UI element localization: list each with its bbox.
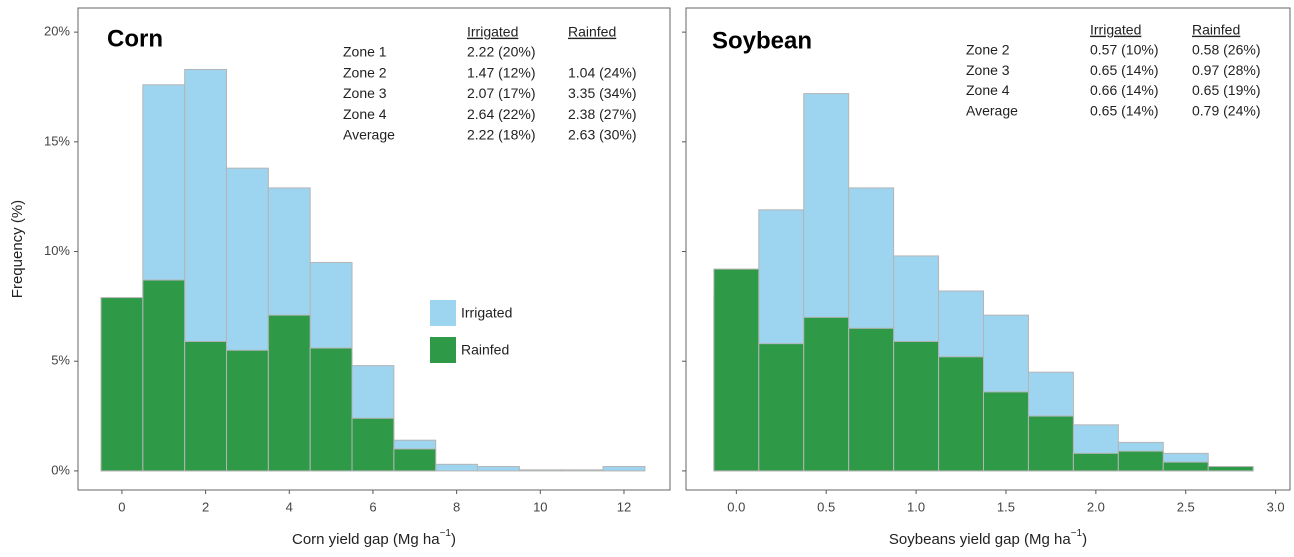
x-tick-label: 2.0 xyxy=(1087,499,1105,514)
x-tick-label: 1.5 xyxy=(997,499,1015,514)
bar xyxy=(1207,466,1254,472)
bar xyxy=(435,463,479,472)
bar xyxy=(351,417,395,472)
x-axis-title-sup: −1 xyxy=(1071,528,1083,539)
y-tick-label: 5% xyxy=(51,353,70,368)
table-cell: 2.22 (18%) xyxy=(467,127,535,143)
x-tick-label: 2.5 xyxy=(1177,499,1195,514)
plot-frame xyxy=(77,7,671,491)
table-cell: 1.47 (12%) xyxy=(467,64,535,80)
bar xyxy=(803,316,850,472)
table-cell: Zone 2 xyxy=(966,42,1010,58)
bar xyxy=(184,340,228,472)
bar xyxy=(100,297,144,472)
x-tick-label: 0.0 xyxy=(727,499,745,514)
table-cell: 3.35 (34%) xyxy=(568,85,636,101)
y-tick-label: 20% xyxy=(44,24,70,39)
table-cell: 0.58 (26%) xyxy=(1192,42,1260,58)
bar xyxy=(477,466,520,472)
table-cell: Zone 3 xyxy=(343,85,387,101)
table-header: Rainfed xyxy=(1192,22,1240,38)
bar xyxy=(758,343,805,472)
bar xyxy=(602,466,646,472)
bar xyxy=(518,469,562,472)
x-tick-label: 1.0 xyxy=(907,499,925,514)
table-cell: Zone 1 xyxy=(343,44,387,60)
bar xyxy=(226,349,269,472)
x-tick-label: 2 xyxy=(202,499,209,514)
x-axis-title: Soybeans yield gap (Mg ha−1) xyxy=(889,528,1087,548)
table-cell: Zone 3 xyxy=(966,62,1010,78)
table-cell: 2.63 (30%) xyxy=(568,127,636,143)
x-tick-label: 6 xyxy=(369,499,376,514)
bar xyxy=(848,327,895,472)
bar xyxy=(393,448,437,472)
table-header: Irrigated xyxy=(467,24,518,40)
bar xyxy=(713,268,760,472)
bar xyxy=(938,356,985,472)
panel-title: Corn xyxy=(107,25,163,52)
x-axis-title-sup: −1 xyxy=(440,528,452,539)
y-axis-title: Frequency (%) xyxy=(9,200,26,298)
table-cell: 0.65 (19%) xyxy=(1192,82,1260,98)
x-axis-title-text: Soybeans yield gap (Mg ha xyxy=(889,531,1071,548)
table-header: Irrigated xyxy=(1090,22,1141,38)
x-tick-label: 3.0 xyxy=(1267,499,1285,514)
table-cell: Zone 4 xyxy=(343,106,387,122)
legend-swatch xyxy=(430,300,456,326)
legend-label: Irrigated xyxy=(461,305,512,321)
x-axis-title-close: ) xyxy=(1082,531,1087,548)
panel-title: Soybean xyxy=(712,27,812,54)
table-cell: 2.64 (22%) xyxy=(467,106,535,122)
bar xyxy=(142,279,186,472)
table-cell: 2.38 (27%) xyxy=(568,106,636,122)
table-cell: Zone 2 xyxy=(343,64,387,80)
table-cell: Zone 4 xyxy=(966,82,1010,98)
table-cell: 0.57 (10%) xyxy=(1090,42,1158,58)
x-tick-label: 0 xyxy=(118,499,125,514)
x-tick-label: 4 xyxy=(286,499,293,514)
plot-frame xyxy=(685,7,1291,491)
table-cell: 0.79 (24%) xyxy=(1192,102,1260,118)
bar xyxy=(1072,452,1119,472)
bar xyxy=(1027,415,1074,472)
table-cell: 0.65 (14%) xyxy=(1090,62,1158,78)
y-tick-label: 0% xyxy=(51,462,70,477)
table-cell: 2.22 (20%) xyxy=(467,44,535,60)
bar xyxy=(267,314,311,472)
y-tick-label: 10% xyxy=(44,243,70,258)
y-tick-label: 15% xyxy=(44,133,70,148)
x-axis-title: Corn yield gap (Mg ha−1) xyxy=(292,528,456,548)
x-tick-label: 10 xyxy=(533,499,547,514)
table-cell: Average xyxy=(966,102,1018,118)
table-cell: 0.97 (28%) xyxy=(1192,62,1260,78)
legend-swatch xyxy=(430,337,456,363)
table-cell: 2.07 (17%) xyxy=(467,85,535,101)
bar xyxy=(1162,461,1209,472)
bar xyxy=(893,340,940,472)
bar xyxy=(309,347,353,472)
x-tick-label: 8 xyxy=(453,499,460,514)
bar xyxy=(1117,450,1164,472)
table-header: Rainfed xyxy=(568,24,616,40)
x-tick-label: 0.5 xyxy=(817,499,835,514)
bar xyxy=(983,391,1029,472)
x-tick-label: 12 xyxy=(617,499,631,514)
x-axis-title-close: ) xyxy=(451,531,456,548)
x-axis-title-text: Corn yield gap (Mg ha xyxy=(292,531,440,548)
table-cell: 1.04 (24%) xyxy=(568,64,636,80)
legend-label: Rainfed xyxy=(461,342,509,358)
table-cell: Average xyxy=(343,127,395,143)
table-cell: 0.66 (14%) xyxy=(1090,82,1158,98)
bar xyxy=(560,469,604,472)
table-cell: 0.65 (14%) xyxy=(1090,102,1158,118)
